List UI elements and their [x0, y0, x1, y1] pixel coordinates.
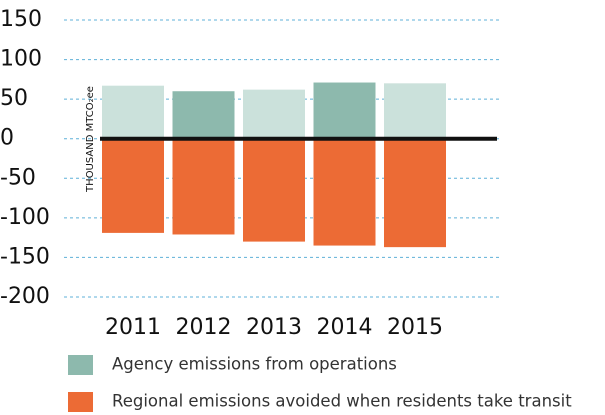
bar [313, 82, 376, 139]
y-tick-label: -100 [0, 205, 50, 230]
x-tick-label: 2013 [246, 315, 302, 340]
legend-swatch [68, 355, 93, 375]
bar [384, 83, 446, 139]
bar [243, 89, 305, 139]
bar [172, 91, 235, 139]
legend-label: Agency emissions from operations [112, 355, 397, 374]
legend-label: Regional emissions avoided when resident… [112, 392, 572, 411]
bar [313, 138, 376, 246]
bar [172, 138, 235, 235]
x-tick-label: 2014 [317, 315, 373, 340]
x-tick-label: 2011 [105, 315, 161, 340]
bar [384, 138, 446, 248]
y-tick-label: 50 [0, 86, 28, 111]
y-tick-label: 100 [0, 47, 42, 72]
legend-swatch [68, 392, 93, 412]
x-tick-label: 2015 [387, 315, 443, 340]
y-tick-label: -150 [0, 244, 50, 269]
bar [102, 85, 164, 139]
x-tick-label: 2012 [176, 315, 232, 340]
y-tick-label: 0 [0, 126, 14, 151]
y-tick-label: -50 [0, 165, 36, 190]
y-tick-label: -200 [0, 284, 50, 309]
y-tick-label: 150 [0, 7, 42, 32]
bar [102, 138, 164, 233]
y-axis-label: THOUSAND MTCO₂ee [85, 86, 96, 193]
bar [243, 138, 305, 242]
